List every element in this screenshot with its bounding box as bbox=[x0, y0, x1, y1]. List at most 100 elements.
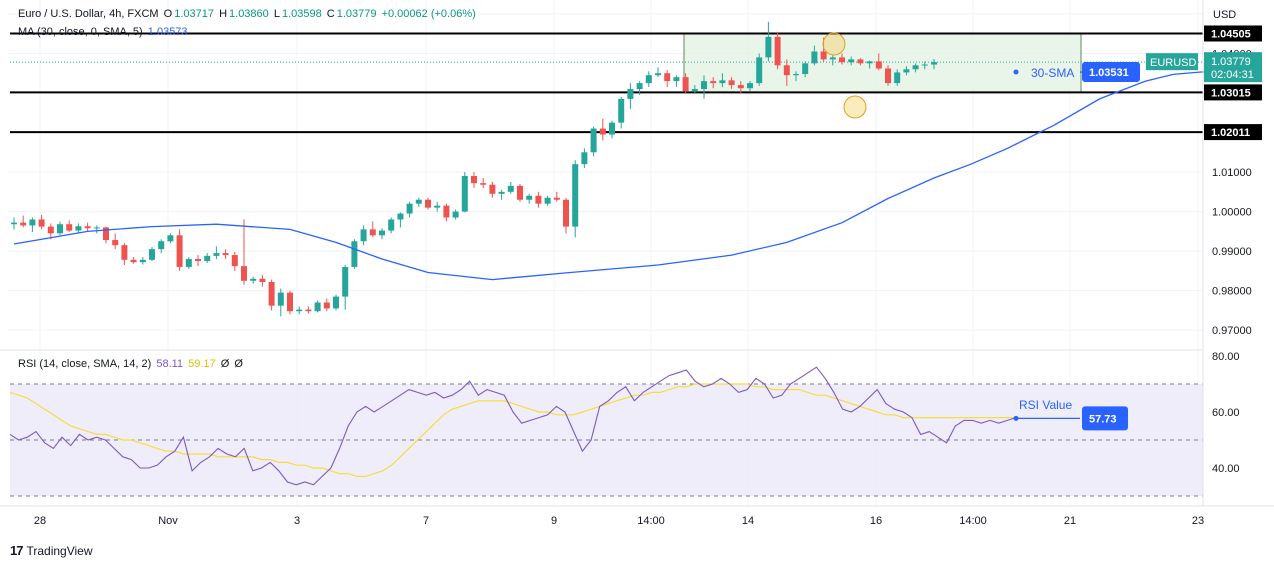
candle[interactable] bbox=[691, 89, 698, 92]
candle[interactable] bbox=[29, 219, 36, 226]
candle[interactable] bbox=[517, 185, 523, 200]
candle[interactable] bbox=[480, 183, 487, 185]
candle[interactable] bbox=[645, 75, 652, 84]
axes[interactable]: USD1.050001.040001.010001.000000.990000.… bbox=[0, 0, 1274, 527]
candle[interactable] bbox=[195, 259, 201, 262]
candle[interactable] bbox=[342, 266, 349, 297]
candle[interactable] bbox=[241, 266, 247, 281]
candle[interactable] bbox=[305, 309, 312, 312]
last-price-badge[interactable] bbox=[1204, 52, 1262, 83]
candle[interactable] bbox=[443, 205, 450, 218]
candle[interactable] bbox=[811, 51, 818, 64]
candle[interactable] bbox=[415, 199, 422, 204]
candle[interactable] bbox=[351, 241, 358, 267]
sma-value-badge[interactable] bbox=[1082, 62, 1140, 83]
candle[interactable] bbox=[259, 278, 266, 282]
candle[interactable] bbox=[333, 296, 339, 309]
candle[interactable] bbox=[848, 59, 855, 63]
candle[interactable] bbox=[277, 292, 284, 306]
candle[interactable] bbox=[627, 89, 634, 99]
candle[interactable] bbox=[176, 235, 183, 267]
candle[interactable] bbox=[379, 230, 385, 236]
candle[interactable] bbox=[885, 68, 891, 84]
candle[interactable] bbox=[829, 57, 836, 60]
candle[interactable] bbox=[287, 292, 293, 312]
candle[interactable] bbox=[222, 253, 229, 256]
candle[interactable] bbox=[655, 73, 661, 76]
candle[interactable] bbox=[250, 278, 257, 281]
rsi-value-badge[interactable] bbox=[1082, 406, 1128, 431]
candle[interactable] bbox=[461, 176, 468, 212]
candle[interactable] bbox=[866, 61, 873, 64]
candle[interactable] bbox=[498, 191, 505, 194]
candle[interactable] bbox=[682, 77, 689, 92]
candle[interactable] bbox=[673, 77, 680, 82]
candle[interactable] bbox=[719, 80, 726, 84]
candle[interactable] bbox=[756, 57, 763, 84]
candle[interactable] bbox=[783, 65, 790, 76]
candle[interactable] bbox=[167, 235, 174, 242]
candle[interactable] bbox=[47, 226, 54, 234]
candle[interactable] bbox=[296, 309, 303, 312]
candle[interactable] bbox=[572, 164, 579, 227]
candle[interactable] bbox=[93, 227, 100, 229]
candle[interactable] bbox=[894, 72, 901, 84]
candle[interactable] bbox=[710, 81, 717, 84]
candle[interactable] bbox=[38, 219, 45, 227]
candle[interactable] bbox=[802, 63, 809, 75]
candle[interactable] bbox=[765, 36, 772, 58]
rsi-pane[interactable] bbox=[9, 366, 1203, 497]
candle[interactable] bbox=[406, 203, 413, 214]
candle[interactable] bbox=[369, 229, 376, 236]
candle[interactable] bbox=[20, 222, 27, 226]
candle[interactable] bbox=[121, 245, 128, 260]
candle[interactable] bbox=[388, 219, 395, 231]
candle[interactable] bbox=[875, 61, 882, 69]
candle[interactable] bbox=[618, 98, 625, 123]
candle[interactable] bbox=[360, 229, 367, 242]
candle[interactable] bbox=[820, 51, 827, 60]
candle[interactable] bbox=[609, 122, 615, 135]
candle[interactable] bbox=[931, 62, 937, 65]
candle[interactable] bbox=[553, 197, 560, 200]
candle[interactable] bbox=[112, 240, 119, 246]
candle[interactable] bbox=[857, 59, 864, 64]
candle[interactable] bbox=[103, 227, 109, 241]
candle[interactable] bbox=[599, 128, 606, 135]
candle[interactable] bbox=[664, 73, 671, 82]
candle[interactable] bbox=[903, 69, 910, 73]
candle[interactable] bbox=[158, 241, 165, 250]
candle[interactable] bbox=[66, 224, 73, 231]
candle[interactable] bbox=[11, 222, 17, 225]
candle[interactable] bbox=[590, 128, 597, 153]
candle[interactable] bbox=[425, 199, 431, 208]
candle[interactable] bbox=[921, 64, 928, 66]
candle[interactable] bbox=[204, 255, 211, 262]
candle[interactable] bbox=[774, 36, 781, 66]
candle[interactable] bbox=[535, 195, 542, 204]
candle[interactable] bbox=[747, 83, 753, 89]
candle[interactable] bbox=[130, 259, 137, 263]
candle[interactable] bbox=[323, 302, 330, 309]
candle[interactable] bbox=[149, 249, 155, 260]
candle[interactable] bbox=[912, 65, 919, 70]
tradingview-brand[interactable]: TradingView bbox=[26, 543, 93, 558]
candle[interactable] bbox=[397, 213, 404, 220]
candle[interactable] bbox=[526, 195, 533, 200]
candle[interactable] bbox=[839, 57, 845, 63]
candle[interactable] bbox=[701, 81, 707, 90]
candle[interactable] bbox=[581, 152, 588, 165]
candle[interactable] bbox=[314, 302, 321, 312]
candle[interactable] bbox=[434, 205, 441, 208]
candle[interactable] bbox=[507, 185, 514, 192]
candle[interactable] bbox=[75, 226, 82, 231]
candle[interactable] bbox=[139, 259, 146, 263]
candle[interactable] bbox=[563, 199, 569, 227]
candle[interactable] bbox=[728, 80, 735, 86]
candle[interactable] bbox=[57, 224, 63, 234]
candle[interactable] bbox=[737, 85, 744, 89]
candle[interactable] bbox=[231, 255, 238, 267]
candles[interactable] bbox=[11, 21, 937, 317]
candle[interactable] bbox=[489, 184, 496, 194]
